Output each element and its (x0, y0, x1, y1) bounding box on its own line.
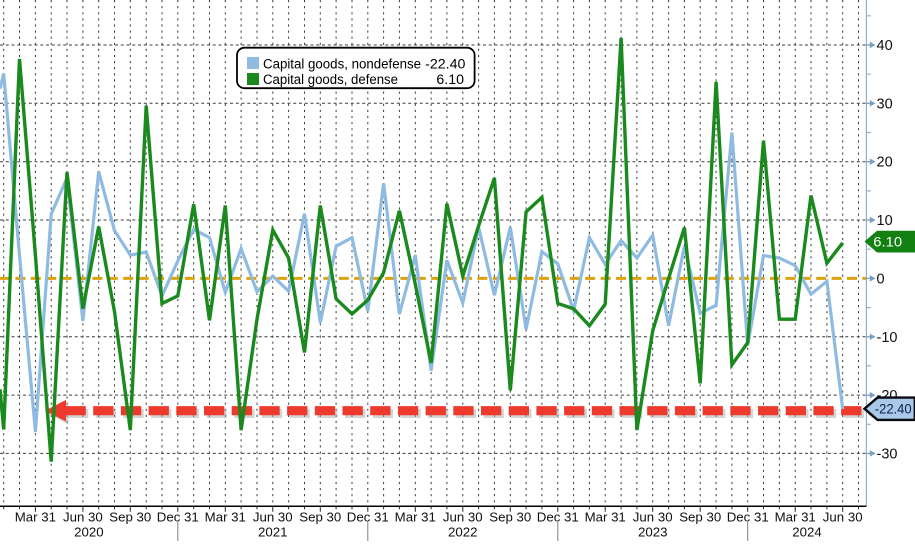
svg-text:0: 0 (877, 271, 885, 287)
svg-text:Mar 31: Mar 31 (205, 510, 246, 525)
svg-text:Jun 30: Jun 30 (443, 510, 483, 525)
svg-text:40: 40 (877, 38, 893, 54)
svg-text:Mar 31: Mar 31 (585, 510, 626, 525)
svg-text:Mar 31: Mar 31 (775, 510, 816, 525)
svg-text:Sep 30: Sep 30 (489, 510, 531, 525)
svg-text:30: 30 (877, 96, 893, 112)
svg-text:-22.40: -22.40 (875, 401, 912, 417)
svg-text:Dec 31: Dec 31 (157, 510, 199, 525)
svg-text:Jun 30: Jun 30 (253, 510, 293, 525)
svg-text:-30: -30 (877, 446, 898, 462)
svg-text:Sep 30: Sep 30 (299, 510, 341, 525)
svg-text:2021: 2021 (258, 525, 287, 540)
svg-text:-10: -10 (877, 330, 898, 346)
svg-text:2020: 2020 (74, 525, 103, 540)
svg-text:2022: 2022 (448, 525, 477, 540)
svg-text:Jun 30: Jun 30 (63, 510, 103, 525)
svg-text:2023: 2023 (638, 525, 667, 540)
svg-text:10: 10 (877, 213, 893, 229)
svg-text:Dec 31: Dec 31 (727, 510, 769, 525)
svg-text:6.10: 6.10 (436, 72, 464, 88)
svg-text:Dec 31: Dec 31 (537, 510, 579, 525)
svg-text:2024: 2024 (792, 525, 821, 540)
svg-text:Capital goods, defense: Capital goods, defense (263, 72, 398, 88)
svg-text:Dec 31: Dec 31 (347, 510, 389, 525)
svg-text:Sep 30: Sep 30 (679, 510, 721, 525)
svg-text:-22.40: -22.40 (425, 57, 465, 73)
svg-text:Mar 31: Mar 31 (15, 510, 56, 525)
svg-text:Jun 30: Jun 30 (823, 510, 863, 525)
svg-text:Capital goods, nondefense: Capital goods, nondefense (263, 57, 421, 73)
svg-text:Jun 30: Jun 30 (633, 510, 673, 525)
svg-text:20: 20 (877, 155, 893, 171)
svg-text:Mar 31: Mar 31 (395, 510, 436, 525)
svg-text:6.10: 6.10 (873, 234, 902, 250)
svg-text:Sep 30: Sep 30 (109, 510, 151, 525)
